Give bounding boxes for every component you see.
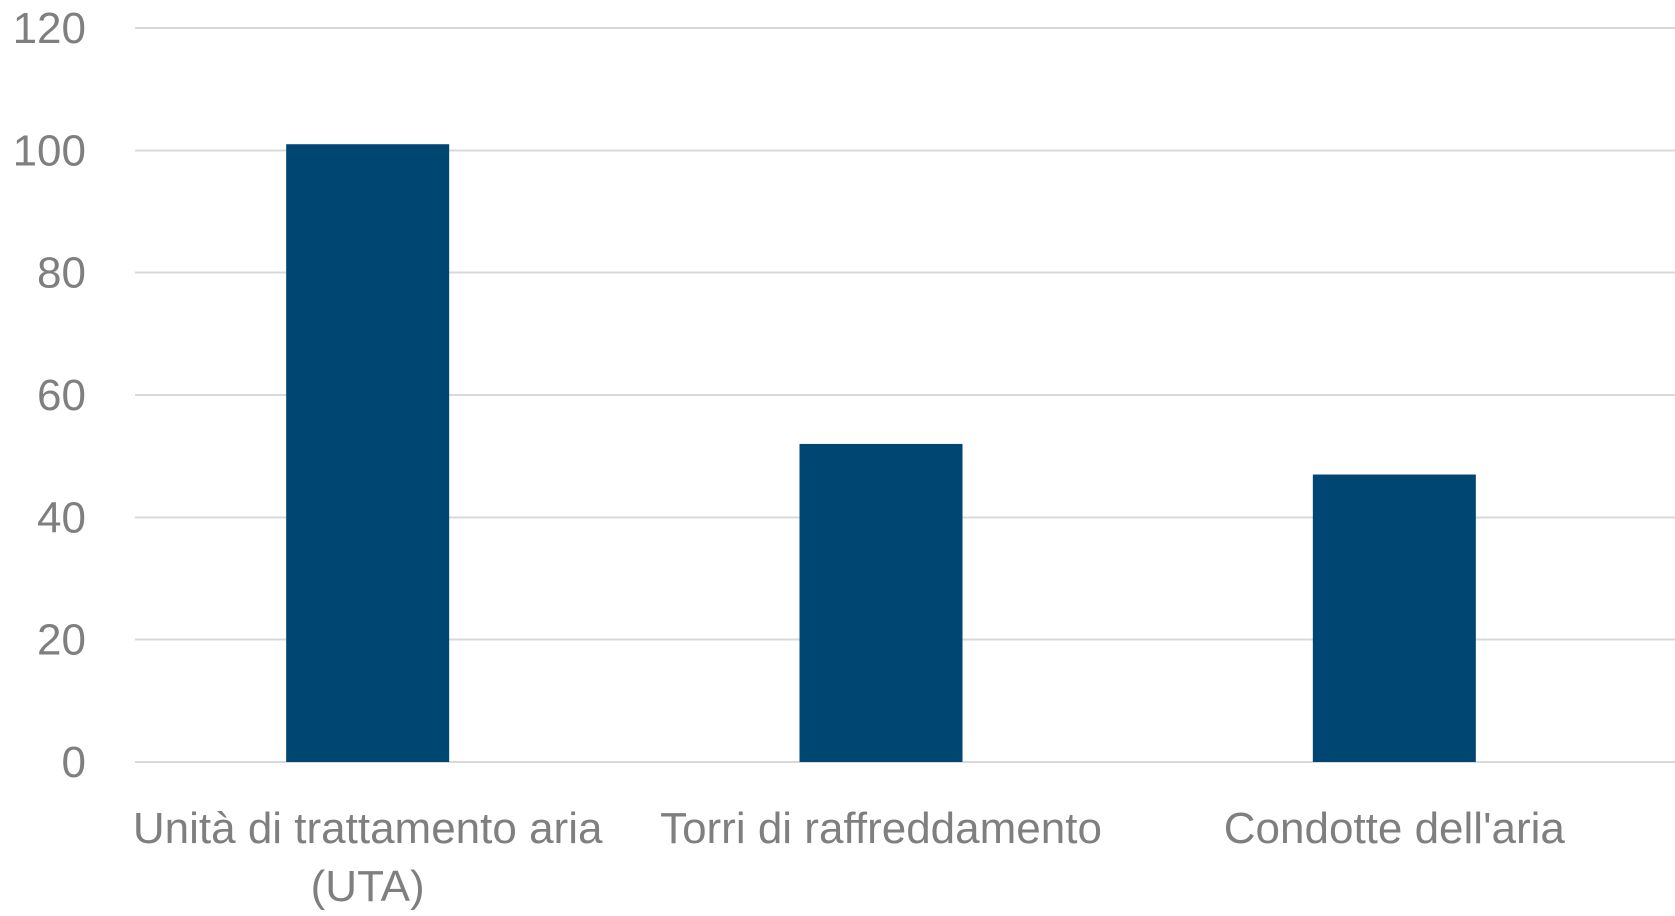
y-tick-label: 0 [62, 738, 86, 787]
x-category-label: Condotte dell'aria [1224, 804, 1566, 853]
y-tick-label: 100 [13, 126, 86, 175]
bar [286, 144, 450, 762]
x-category-label: Torri di raffreddamento [660, 804, 1102, 853]
y-tick-label: 40 [37, 493, 86, 542]
x-category-label: (UTA) [311, 862, 425, 911]
y-tick-label: 80 [37, 249, 86, 298]
bar [1312, 474, 1476, 762]
y-tick-label: 60 [37, 371, 86, 420]
y-axis-tick-labels: 0 20 40 60 80 100 120 [13, 4, 86, 787]
bars [286, 144, 1476, 762]
x-category-label: Unità di trattamento aria [133, 804, 603, 853]
x-axis-category-labels: Unità di trattamento aria (UTA) Torri di r… [133, 804, 1566, 911]
bar [799, 443, 963, 762]
y-tick-label: 120 [13, 4, 86, 53]
y-tick-label: 20 [37, 616, 86, 665]
